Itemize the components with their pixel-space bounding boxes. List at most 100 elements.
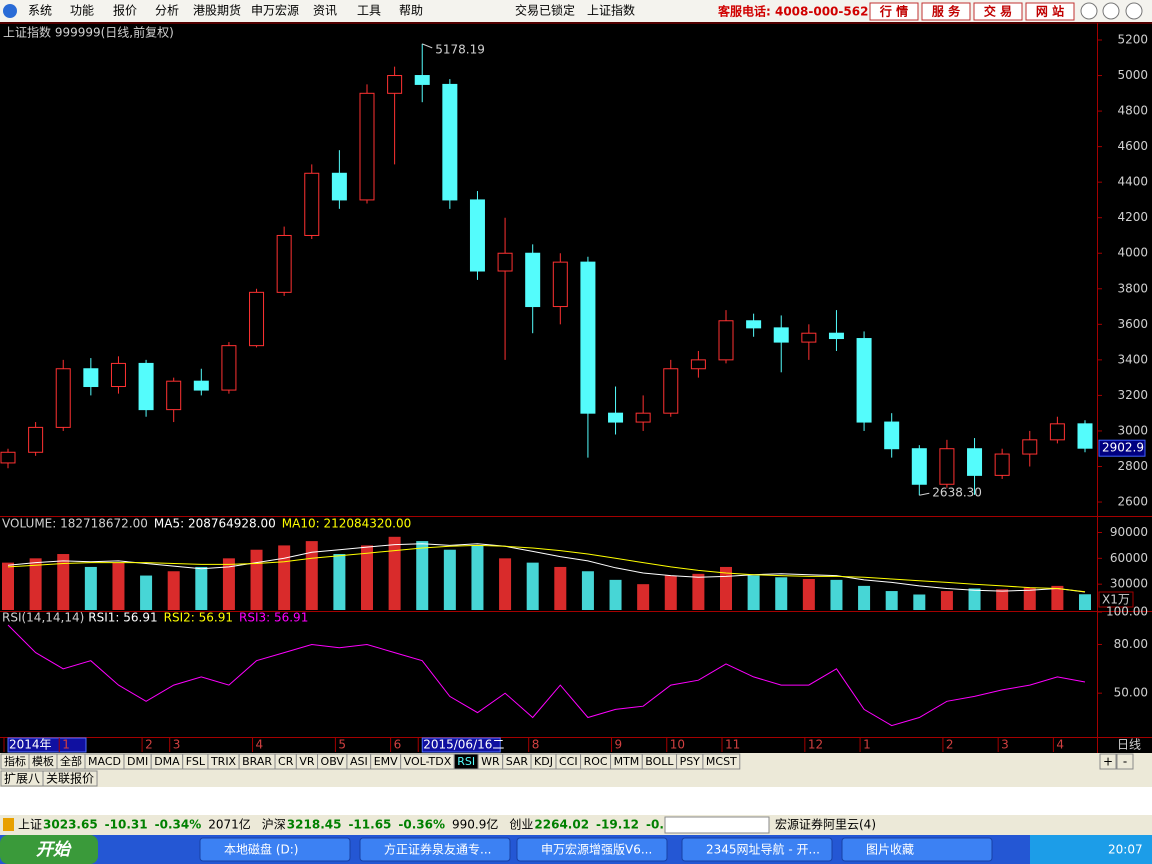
volume-bar bbox=[195, 566, 208, 610]
indicator-tab-label[interactable]: RSI bbox=[457, 755, 475, 768]
indicator-tab-label[interactable]: BRAR bbox=[242, 755, 272, 768]
indicator-tab-label[interactable]: 模板 bbox=[32, 754, 54, 768]
candle-body bbox=[276, 234, 292, 293]
tab-button-label[interactable]: - bbox=[1123, 755, 1127, 769]
taskbar-window-label[interactable]: 本地磁盘 (D:) bbox=[224, 842, 298, 857]
cursor-date-box bbox=[421, 737, 501, 753]
tab-button-label[interactable]: + bbox=[1103, 755, 1113, 769]
status-price: 3023.65 bbox=[43, 818, 98, 832]
indicator-tab-label[interactable]: VOL-TDX bbox=[404, 755, 452, 768]
taskbar-window[interactable] bbox=[841, 837, 993, 862]
candle-body bbox=[1049, 423, 1065, 441]
indicator-tab-label[interactable]: MCST bbox=[706, 755, 737, 768]
volume-bar bbox=[609, 579, 622, 610]
candle-body bbox=[83, 368, 99, 388]
x-tick-label: 2 bbox=[145, 738, 153, 752]
menu-button[interactable] bbox=[869, 2, 919, 21]
volume-bar bbox=[858, 585, 871, 610]
status-change: -10.31 bbox=[105, 818, 148, 832]
candle-body bbox=[1022, 439, 1038, 455]
volume-bar bbox=[333, 554, 346, 610]
taskbar-window-label[interactable]: 申万宏源增强版V6... bbox=[541, 842, 652, 857]
indicator-tab-label[interactable]: ROC bbox=[584, 755, 608, 768]
taskbar-window[interactable] bbox=[681, 837, 833, 862]
start-label[interactable]: 开始 bbox=[36, 840, 72, 860]
volume-bar bbox=[526, 562, 539, 610]
taskbar-window-label[interactable]: 图片收藏 bbox=[866, 843, 914, 857]
indicator-tab-label[interactable]: DMA bbox=[154, 755, 180, 768]
candle-body bbox=[690, 359, 706, 370]
volume-bar bbox=[112, 562, 125, 610]
sub-tab-label[interactable]: 扩展八 bbox=[4, 772, 40, 786]
indicator-tab-label[interactable]: TRIX bbox=[210, 755, 237, 768]
indicator-tab-label[interactable]: FSL bbox=[186, 755, 206, 768]
x-tick-label: 1 bbox=[62, 738, 70, 752]
status-amount: 990.9亿 bbox=[452, 817, 498, 832]
tab-button[interactable] bbox=[1116, 753, 1134, 770]
indicator-tab[interactable] bbox=[702, 753, 741, 770]
indicator-tab-label[interactable]: 指标 bbox=[4, 754, 26, 768]
indicator-tab-label[interactable]: OBV bbox=[321, 755, 345, 768]
menu-button-label[interactable]: 服 务 bbox=[932, 4, 961, 19]
menu-button[interactable] bbox=[921, 2, 971, 21]
menu-item[interactable]: 帮助 bbox=[399, 4, 423, 18]
menu-button[interactable] bbox=[973, 2, 1023, 21]
candle-body bbox=[359, 92, 375, 201]
menu-button-label[interactable]: 交 易 bbox=[984, 4, 1012, 19]
candle-body bbox=[801, 332, 817, 343]
indicator-tab-label[interactable]: CR bbox=[278, 755, 294, 768]
menu-item[interactable]: 功能 bbox=[70, 4, 94, 18]
indicator-tab-label[interactable]: PSY bbox=[680, 755, 701, 768]
indicator-tab-label[interactable]: KDJ bbox=[534, 755, 553, 768]
y-tick-label: 100.00 bbox=[1106, 605, 1148, 619]
status-bar bbox=[0, 815, 1152, 835]
indicator-tab-label[interactable]: SAR bbox=[506, 755, 529, 768]
sub-tab[interactable] bbox=[42, 770, 98, 787]
indicator-tab-label[interactable]: VR bbox=[299, 755, 315, 768]
sub-tab-label[interactable]: 关联报价 bbox=[46, 771, 94, 786]
volume-bar bbox=[1051, 585, 1064, 610]
start-button[interactable] bbox=[0, 835, 98, 864]
indicator-tab-label[interactable]: ASI bbox=[350, 755, 368, 768]
volume-unit: X1万 bbox=[1102, 593, 1130, 607]
taskbar-window[interactable] bbox=[199, 837, 351, 862]
menu-item[interactable]: 申万宏源 bbox=[251, 3, 299, 18]
indicator-tab-label[interactable]: BOLL bbox=[645, 755, 674, 768]
menu-item[interactable]: 分析 bbox=[155, 4, 179, 18]
menu-item[interactable]: 资讯 bbox=[313, 4, 337, 18]
menu-item[interactable]: 系统 bbox=[28, 4, 52, 18]
volume-bar bbox=[416, 541, 429, 610]
candle-body bbox=[249, 291, 265, 347]
indicator-tab-label[interactable]: WR bbox=[481, 755, 500, 768]
volume-bar bbox=[250, 549, 263, 610]
indicator-tab-label[interactable]: MTM bbox=[614, 755, 640, 768]
indicator-tab-label[interactable]: DMI bbox=[127, 755, 148, 768]
taskbar-window[interactable] bbox=[516, 837, 668, 862]
candle-body bbox=[828, 332, 844, 340]
candle-body bbox=[663, 368, 679, 414]
peak-pointer bbox=[422, 43, 433, 49]
indicator-tab-label[interactable]: 全部 bbox=[60, 754, 82, 768]
volume-bar bbox=[913, 594, 926, 610]
candle-body bbox=[856, 338, 872, 423]
legend-entry: MA5: 208764928.00 bbox=[154, 517, 276, 531]
indicator-tab-label[interactable]: EMV bbox=[374, 755, 398, 768]
taskbar-window-label[interactable]: 方正证券泉友通专... bbox=[384, 842, 491, 857]
y-tick-label: 5200 bbox=[1117, 32, 1148, 46]
taskbar-window[interactable] bbox=[359, 837, 511, 862]
indicator-tab-label[interactable]: MACD bbox=[88, 755, 121, 768]
volume-bar bbox=[830, 579, 843, 610]
menu-item[interactable]: 报价 bbox=[113, 3, 137, 18]
tab-button[interactable] bbox=[1099, 753, 1117, 770]
menu-item[interactable]: 工具 bbox=[357, 4, 381, 18]
indicator-tab-label[interactable]: CCI bbox=[559, 755, 578, 768]
menu-button-label[interactable]: 行 情 bbox=[879, 4, 908, 19]
candle-body bbox=[442, 83, 458, 201]
status-change: -19.12 bbox=[596, 818, 639, 832]
taskbar-window-label[interactable]: 2345网址导航 - 开... bbox=[706, 842, 820, 857]
menu-button[interactable] bbox=[1025, 2, 1075, 21]
menu-item[interactable]: 港股期货 bbox=[193, 3, 241, 18]
volume-bar bbox=[471, 545, 484, 610]
candle-body bbox=[28, 426, 44, 453]
menu-button-label[interactable]: 网 站 bbox=[1036, 4, 1064, 19]
